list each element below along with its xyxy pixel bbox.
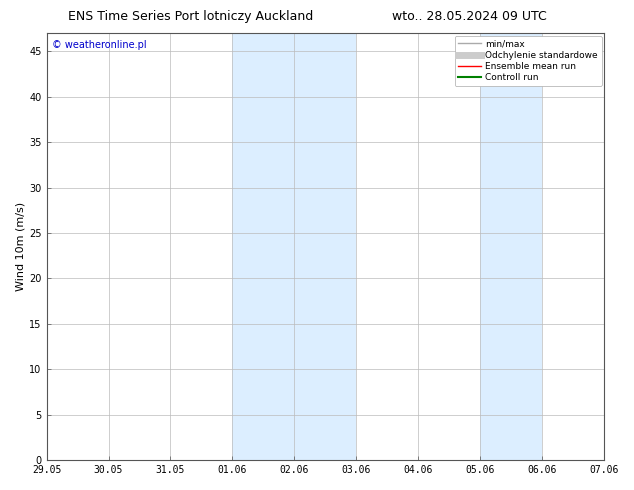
Bar [233,33,356,460]
Text: wto.. 28.05.2024 09 UTC: wto.. 28.05.2024 09 UTC [392,10,547,23]
Y-axis label: Wind 10m (m/s): Wind 10m (m/s) [15,202,25,291]
Text: ENS Time Series Port lotniczy Auckland: ENS Time Series Port lotniczy Auckland [68,10,313,23]
Legend: min/max, Odchylenie standardowe, Ensemble mean run, Controll run: min/max, Odchylenie standardowe, Ensembl… [455,36,602,86]
Bar [481,33,542,460]
Text: © weatheronline.pl: © weatheronline.pl [52,40,146,49]
